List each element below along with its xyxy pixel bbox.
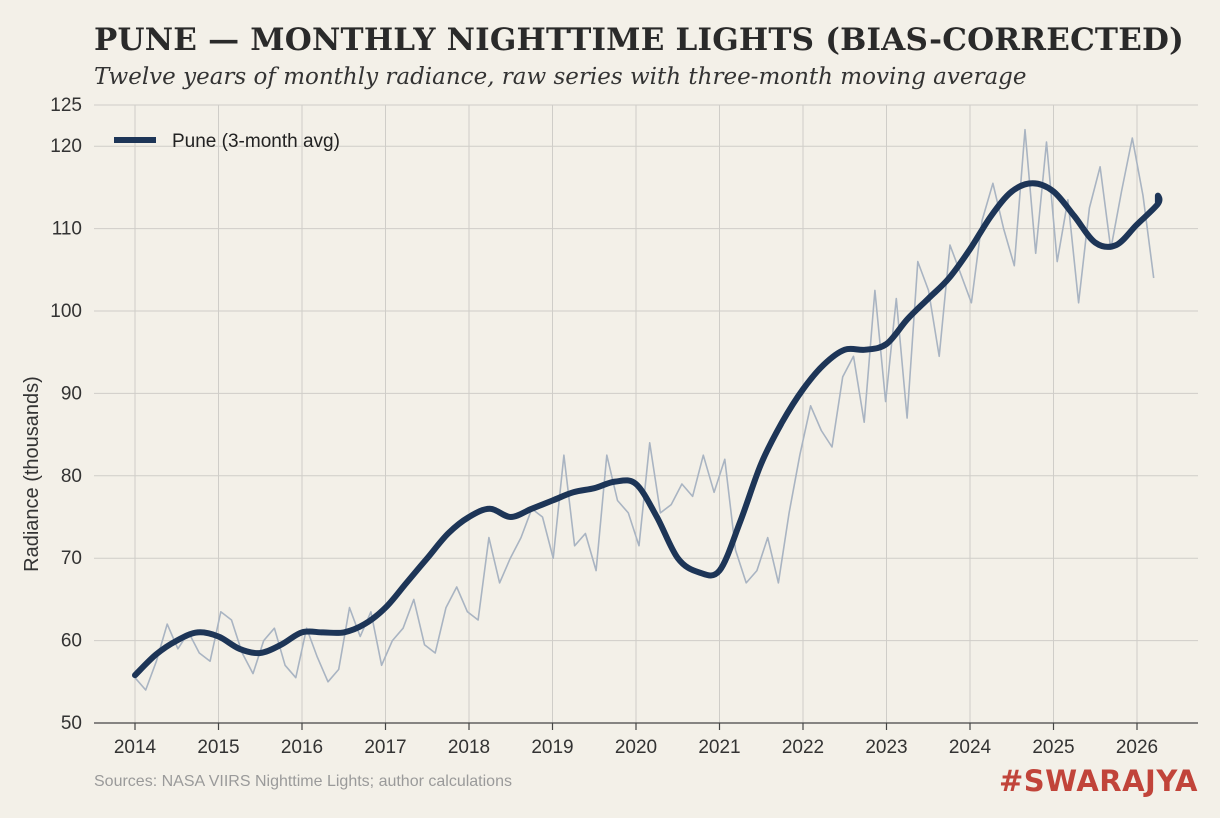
- y-tick-label: 90: [61, 383, 82, 404]
- y-tick-label: 100: [50, 301, 82, 322]
- series-group: [132, 128, 1163, 691]
- y-tick-label: 80: [61, 466, 82, 487]
- x-tick-label: 2016: [281, 737, 323, 758]
- x-tick-label: 2018: [448, 737, 490, 758]
- avg-series-line: [132, 180, 1163, 679]
- x-tick-label: 2026: [1116, 737, 1158, 758]
- y-tick-label: 120: [50, 136, 82, 157]
- y-axis-label: Radiance (thousands): [21, 376, 43, 572]
- x-tick-label: 2020: [615, 737, 657, 758]
- y-tick-label: 125: [50, 95, 82, 116]
- y-axis: 50 60 70 80 90 100 110 120 125: [50, 95, 82, 734]
- y-tick-label: 60: [61, 631, 82, 652]
- y-tick-label: 70: [61, 548, 82, 569]
- y-tick-label: 50: [61, 713, 82, 734]
- x-tick-label: 2015: [197, 737, 239, 758]
- grid-lines: [94, 104, 1198, 723]
- x-tick-label: 2017: [364, 737, 406, 758]
- x-tick-label: 2022: [782, 737, 824, 758]
- y-tick-label: 110: [52, 219, 82, 240]
- source-note: Sources: NASA VIIRS Nighttime Lights; au…: [94, 773, 512, 790]
- x-tick-label: 2014: [114, 737, 157, 758]
- x-tick-label: 2024: [949, 737, 992, 758]
- chart-title: PUNE — MONTHLY NIGHTTIME LIGHTS (BIAS-CO…: [94, 22, 1184, 58]
- x-tick-label: 2023: [865, 737, 907, 758]
- raw-series-line: [134, 128, 1155, 691]
- legend: Pune (3-month avg): [114, 131, 340, 152]
- x-axis: 2014 2015 2016 2017 2018 2019 2020 2021 2022 2023…: [114, 723, 1158, 758]
- x-tick-label: 2021: [698, 737, 740, 758]
- brand-logo: #SWARAJYA: [998, 764, 1198, 798]
- x-tick-label: 2019: [531, 737, 573, 758]
- chart-subtitle: Twelve years of monthly radiance, raw se…: [94, 64, 1027, 90]
- legend-label: Pune (3-month avg): [172, 131, 340, 152]
- x-tick-label: 2025: [1032, 737, 1074, 758]
